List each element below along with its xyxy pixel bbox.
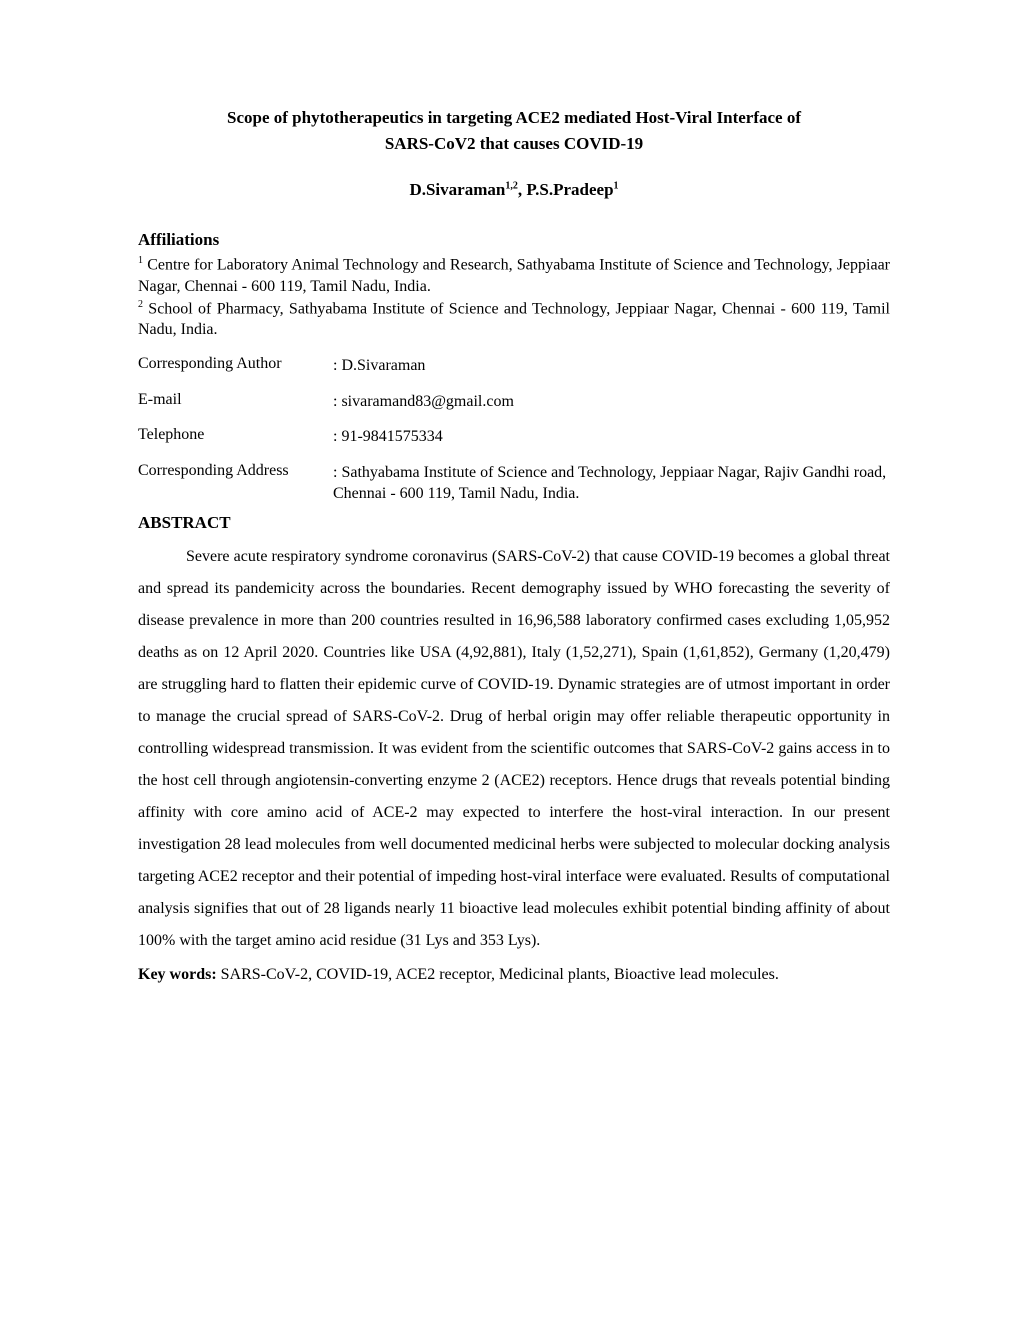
abstract-body: Severe acute respiratory syndrome corona… xyxy=(138,541,890,957)
corresponding-author-label: Corresponding Author xyxy=(138,355,333,373)
abstract-heading: ABSTRACT xyxy=(138,513,890,533)
affiliation-1: 1 Centre for Laboratory Animal Technolog… xyxy=(138,254,890,298)
telephone-value: : 91-9841575334 xyxy=(333,426,890,448)
email-value: : sivaramand83@gmail.com xyxy=(333,391,890,413)
page-container: Scope of phytotherapeutics in targeting … xyxy=(0,0,1020,1081)
affiliation-1-text: Centre for Laboratory Animal Technology … xyxy=(138,256,890,295)
keywords-value: SARS-CoV-2, COVID-19, ACE2 receptor, Med… xyxy=(217,966,779,983)
title-line-1: Scope of phytotherapeutics in targeting … xyxy=(227,108,801,127)
email-label: E-mail xyxy=(138,391,333,409)
affiliation-2: 2 School of Pharmacy, Sathyabama Institu… xyxy=(138,298,890,342)
authors: D.Sivaraman1,2, P.S.Pradeep1 xyxy=(138,180,890,200)
corresponding-author-value: : D.Sivaraman xyxy=(333,355,890,377)
telephone-row: Telephone : 91-9841575334 xyxy=(138,426,890,448)
corresponding-address-label: Corresponding Address xyxy=(138,462,333,480)
corresponding-author-row: Corresponding Author : D.Sivaraman xyxy=(138,355,890,377)
paper-title: Scope of phytotherapeutics in targeting … xyxy=(138,105,890,156)
email-row: E-mail : sivaramand83@gmail.com xyxy=(138,391,890,413)
affiliations-heading: Affiliations xyxy=(138,230,890,250)
keywords: Key words: SARS-CoV-2, COVID-19, ACE2 re… xyxy=(138,959,890,991)
affiliation-2-text: School of Pharmacy, Sathyabama Institute… xyxy=(138,300,890,339)
title-line-2: SARS‐CoV2 that causes COVID-19 xyxy=(385,134,643,153)
keywords-label: Key words: xyxy=(138,966,217,983)
corresponding-address-value: : Sathyabama Institute of Science and Te… xyxy=(333,462,890,505)
telephone-label: Telephone xyxy=(138,426,333,444)
corresponding-address-row: Corresponding Address : Sathyabama Insti… xyxy=(138,462,890,505)
